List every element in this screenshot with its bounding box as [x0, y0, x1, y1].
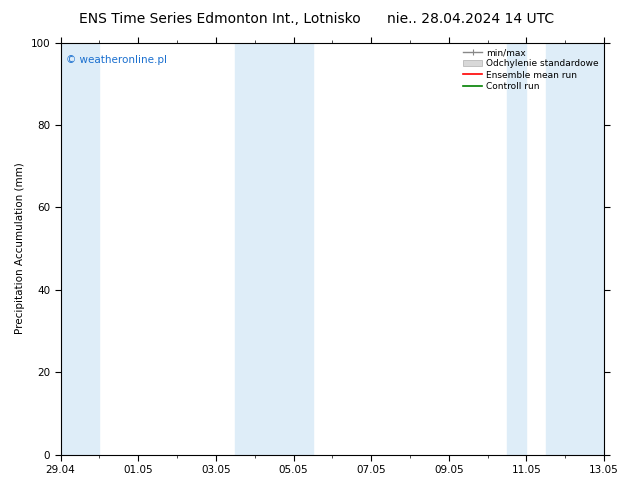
Text: ENS Time Series Edmonton Int., Lotnisko      nie.. 28.04.2024 14 UTC: ENS Time Series Edmonton Int., Lotnisko …: [79, 12, 555, 26]
Y-axis label: Precipitation Accumulation (mm): Precipitation Accumulation (mm): [15, 163, 25, 335]
Bar: [235, 43, 274, 455]
Bar: [546, 43, 623, 455]
Bar: [41, 43, 100, 455]
Legend: min/max, Odchylenie standardowe, Ensemble mean run, Controll run: min/max, Odchylenie standardowe, Ensembl…: [460, 45, 602, 94]
Text: © weatheronline.pl: © weatheronline.pl: [66, 55, 167, 65]
Bar: [274, 43, 313, 455]
Bar: [507, 43, 526, 455]
